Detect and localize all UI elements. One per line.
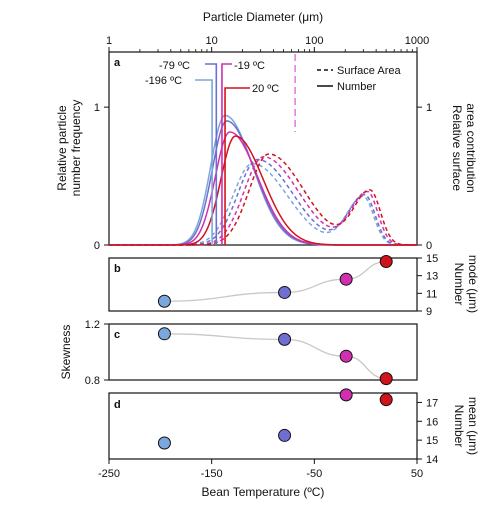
surface-area-curve-2 xyxy=(109,156,417,246)
right-y-axis-title-line1: Relative surface xyxy=(450,105,464,191)
distribution-curves xyxy=(109,54,418,246)
panel-d-right-title-line1: Number xyxy=(452,405,466,448)
panel-d-right-title-line2: mean (μm) xyxy=(466,397,480,455)
top-x-axis-title: Particle Diameter (μm) xyxy=(203,10,323,24)
data-point-0 xyxy=(157,327,171,341)
panel-d-right-ticks: 14 15 16 17 xyxy=(417,397,438,466)
panel-a: a Particle Diameter (μm) 1 10 100 1000 01 0… xyxy=(55,10,478,252)
legend-surface-area: Surface Area xyxy=(337,65,401,77)
panel-c-left-title: Skewness xyxy=(59,325,73,380)
temp-label-minus19: -19 ºC xyxy=(234,60,265,72)
top-x-tick-label: 10 xyxy=(206,35,218,47)
data-point-0 xyxy=(157,294,171,308)
data-point-1 xyxy=(278,285,292,299)
panel-d-frame xyxy=(108,392,418,460)
bottom-x-tick-label: -50 xyxy=(306,468,322,480)
panel-c-frame xyxy=(108,323,418,381)
data-point-3 xyxy=(379,393,393,407)
panel-b-right-ticks: 9 11 13 15 xyxy=(417,253,438,318)
top-x-tick-label: 100 xyxy=(305,35,323,47)
panel-b-right-title-line1: Number xyxy=(452,263,466,306)
y-tick-label: 11 xyxy=(426,288,437,300)
panel-c: c 0.8 1.2 Skewness xyxy=(59,319,418,387)
top-x-tick-label: 1000 xyxy=(405,35,429,47)
temp-label-minus79: -79 ºC xyxy=(159,60,190,72)
mode-line-0 xyxy=(195,79,213,245)
data-point-2 xyxy=(339,272,353,286)
legend: Surface Area Number xyxy=(317,65,401,93)
panel-b-letter: b xyxy=(114,263,121,275)
panel-d: d 14 15 16 17 -250 -150 -50 50 Number mean (μm… xyxy=(98,388,480,499)
bottom-x-tick-label: -150 xyxy=(201,468,223,480)
y-tick-label: 16 xyxy=(426,416,438,428)
top-x-ticks: 1 10 100 1000 xyxy=(106,35,429,52)
panel-a-letter: a xyxy=(114,57,121,69)
y-tick-label: 15 xyxy=(426,253,438,265)
data-point-1 xyxy=(278,428,292,442)
trend-line xyxy=(164,333,387,380)
bottom-x-tick-label: -250 xyxy=(98,468,120,480)
y-tick-label: 17 xyxy=(426,397,438,409)
y-tick-label: 9 xyxy=(426,306,432,318)
panel-c-left-ticks: 0.8 1.2 xyxy=(85,319,109,387)
panel-b-marks xyxy=(157,255,393,308)
data-point-3 xyxy=(379,255,393,269)
bottom-x-axis-title: Bean Temperature (ºC) xyxy=(202,485,325,499)
left-y-axis-title-line1: Relative particle xyxy=(55,105,69,191)
trend-line xyxy=(164,260,387,302)
y-tick-label: 1.2 xyxy=(85,319,100,331)
bottom-x-ticks: -250 -150 -50 50 xyxy=(98,459,423,480)
y-tick-label: 0.8 xyxy=(85,375,100,387)
data-point-2 xyxy=(339,388,353,402)
left-y-ticks: 01 xyxy=(94,102,109,252)
right-y-axis-title-line2: area contribution xyxy=(464,103,478,192)
number-curve-2 xyxy=(109,131,417,246)
data-point-3 xyxy=(379,372,393,386)
temperature-labels: -79 ºC -196 ºC -19 ºC 20 ºC xyxy=(145,60,279,95)
y-tick-label: 15 xyxy=(426,435,438,447)
temp-label-20: 20 ºC xyxy=(252,83,279,95)
legend-number: Number xyxy=(337,81,376,93)
right-y-tick-label: 0 xyxy=(426,240,432,252)
panel-b: b 9 11 13 15 Number mode (μm) xyxy=(108,253,480,318)
data-point-2 xyxy=(339,349,353,363)
y-tick-label: 13 xyxy=(426,271,438,283)
panel-d-marks xyxy=(157,388,393,450)
y-tick-label: 14 xyxy=(426,454,438,466)
left-y-tick-label: 1 xyxy=(94,102,100,114)
mode-indicator-lines xyxy=(195,63,250,245)
data-point-0 xyxy=(157,436,171,450)
right-y-tick-label: 1 xyxy=(426,102,432,114)
surface-area-curve-1 xyxy=(109,158,417,246)
panel-c-letter: c xyxy=(114,329,120,341)
bottom-x-tick-label: 50 xyxy=(411,468,423,480)
mode-line-1 xyxy=(205,63,218,245)
data-point-1 xyxy=(278,332,292,346)
panel-b-frame xyxy=(108,257,418,312)
panel-b-right-title-line2: mode (μm) xyxy=(466,255,480,313)
top-x-tick-label: 1 xyxy=(106,35,112,47)
right-y-ticks: 01 xyxy=(417,102,432,252)
left-y-tick-label: 0 xyxy=(94,240,100,252)
surface-area-curve-3 xyxy=(109,153,418,246)
temp-label-minus196: -196 ºC xyxy=(145,75,182,87)
panel-d-letter: d xyxy=(114,399,121,411)
left-y-axis-title-line2: number frequency xyxy=(69,100,83,197)
mode-line-3 xyxy=(224,87,250,245)
number-curve-1 xyxy=(109,120,417,246)
mode-line-2 xyxy=(221,63,232,245)
panel-c-marks xyxy=(157,327,393,386)
panel-a-frame xyxy=(108,51,418,246)
